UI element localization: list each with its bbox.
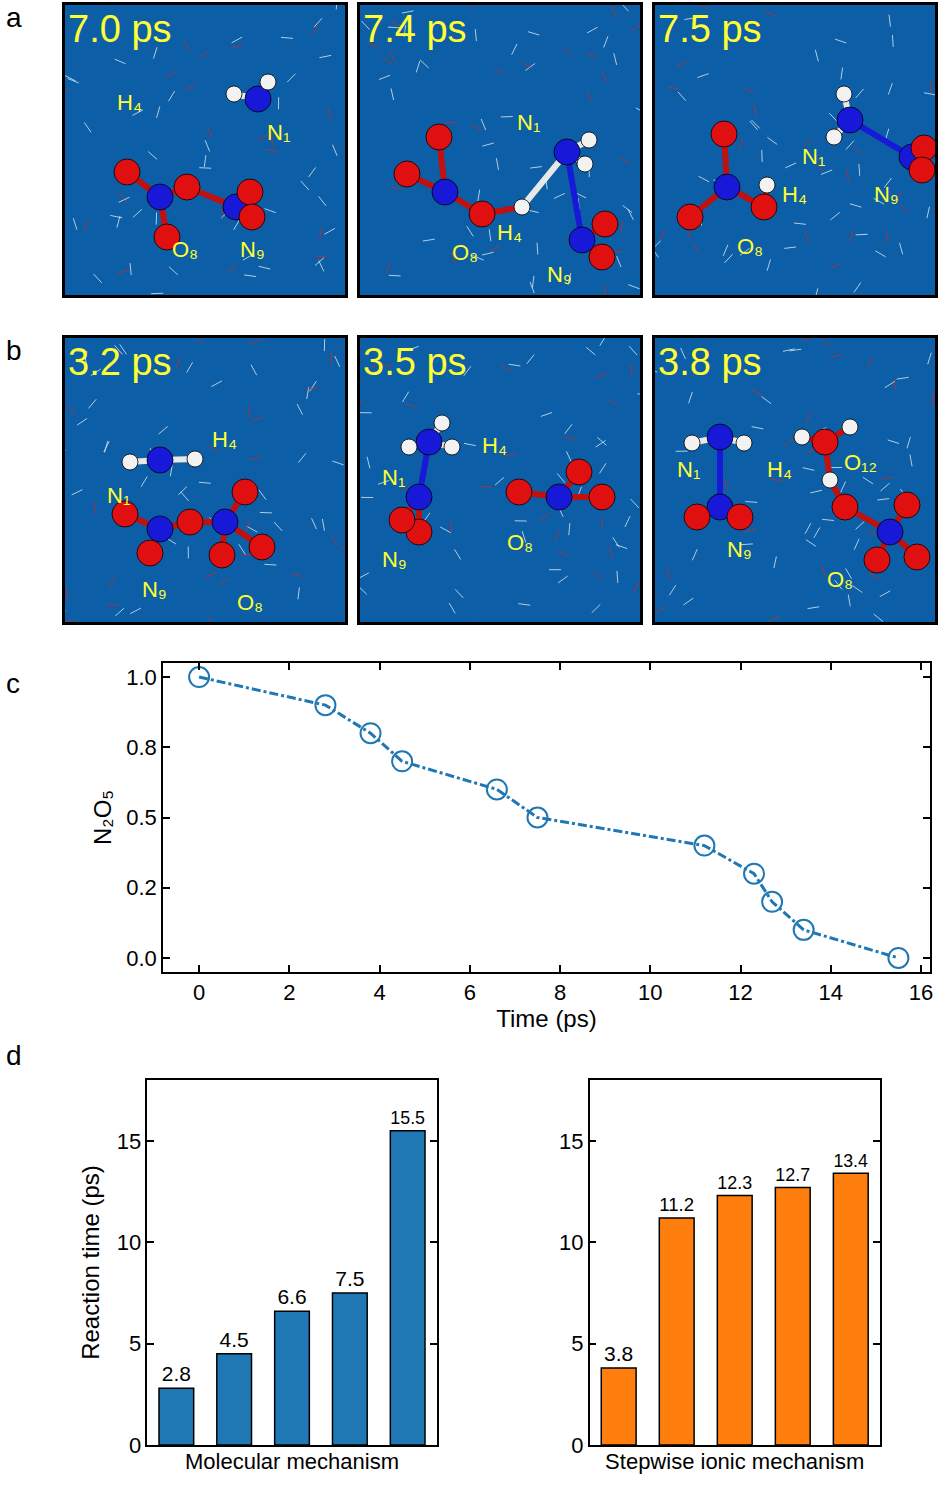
svg-text:8: 8 <box>554 980 566 1005</box>
svg-text:0: 0 <box>129 1433 141 1458</box>
svg-text:H₄: H₄ <box>497 220 522 245</box>
svg-text:N₁: N₁ <box>267 120 290 145</box>
svg-text:H₄: H₄ <box>212 427 237 452</box>
svg-text:N₉: N₉ <box>874 182 899 207</box>
svg-text:Time (ps): Time (ps) <box>496 1005 596 1032</box>
svg-text:3.8 ps: 3.8 ps <box>658 341 762 383</box>
svg-text:13.4: 13.4 <box>833 1151 868 1171</box>
svg-text:5: 5 <box>571 1331 583 1356</box>
svg-text:15.5: 15.5 <box>390 1108 425 1128</box>
svg-text:7.5 ps: 7.5 ps <box>658 8 762 50</box>
svg-text:O₈: O₈ <box>452 240 478 265</box>
svg-text:0: 0 <box>571 1433 583 1458</box>
svg-text:15: 15 <box>559 1129 583 1154</box>
svg-text:N₉: N₉ <box>547 262 572 287</box>
svg-text:0.0: 0.0 <box>126 946 157 971</box>
html-text:d: d <box>6 1040 22 1071</box>
svg-text:O₈: O₈ <box>737 234 763 259</box>
svg-text:H₄: H₄ <box>482 433 507 458</box>
svg-text:3.8: 3.8 <box>604 1342 633 1365</box>
html-text:a: a <box>6 2 22 33</box>
svg-text:10: 10 <box>559 1230 583 1255</box>
svg-text:7.5: 7.5 <box>335 1267 364 1290</box>
svg-text:3.2 ps: 3.2 ps <box>68 341 172 383</box>
svg-text:10: 10 <box>117 1230 141 1255</box>
svg-text:7.4 ps: 7.4 ps <box>363 8 467 50</box>
svg-text:3.5 ps: 3.5 ps <box>363 341 467 383</box>
svg-text:N₁: N₁ <box>517 110 540 135</box>
svg-text:4.5: 4.5 <box>220 1328 249 1351</box>
svg-text:Stepwise ionic mechanism: Stepwise ionic mechanism <box>605 1449 864 1474</box>
svg-text:0.8: 0.8 <box>126 735 157 760</box>
svg-text:12.3: 12.3 <box>717 1173 752 1193</box>
svg-text:4: 4 <box>373 980 385 1005</box>
svg-text:H₄: H₄ <box>782 182 807 207</box>
svg-text:15: 15 <box>117 1129 141 1154</box>
svg-text:14: 14 <box>818 980 842 1005</box>
svg-text:0.5: 0.5 <box>126 805 157 830</box>
svg-text:N₁: N₁ <box>382 465 405 490</box>
svg-text:10: 10 <box>638 980 662 1005</box>
html-text:c: c <box>6 668 20 699</box>
svg-text:O₈: O₈ <box>507 530 533 555</box>
svg-text:N₂O₅: N₂O₅ <box>89 790 116 845</box>
svg-text:6.6: 6.6 <box>277 1285 306 1308</box>
svg-text:N₉: N₉ <box>727 537 752 562</box>
svg-text:N₉: N₉ <box>382 547 407 572</box>
svg-text:O₈: O₈ <box>827 567 853 592</box>
svg-text:N₁: N₁ <box>802 144 825 169</box>
svg-text:6: 6 <box>464 980 476 1005</box>
svg-text:N₁: N₁ <box>677 457 700 482</box>
svg-text:N₉: N₉ <box>240 237 265 262</box>
svg-text:11.2: 11.2 <box>659 1194 694 1215</box>
svg-text:0: 0 <box>193 980 205 1005</box>
svg-text:2: 2 <box>283 980 295 1005</box>
svg-text:Molecular mechanism: Molecular mechanism <box>185 1449 399 1474</box>
svg-text:1.0: 1.0 <box>126 665 157 690</box>
svg-text:O₁₂: O₁₂ <box>844 450 877 475</box>
svg-text:12: 12 <box>728 980 752 1005</box>
svg-text:O₈: O₈ <box>172 237 198 262</box>
svg-text:0.2: 0.2 <box>126 875 157 900</box>
svg-text:N₉: N₉ <box>142 577 167 602</box>
html-text:b: b <box>6 335 22 366</box>
svg-text:16: 16 <box>909 980 933 1005</box>
svg-text:O₈: O₈ <box>237 590 263 615</box>
svg-text:H₄: H₄ <box>117 90 142 115</box>
svg-text:Reaction time (ps): Reaction time (ps) <box>77 1165 104 1360</box>
svg-text:H₄: H₄ <box>767 457 792 482</box>
svg-text:N₁: N₁ <box>107 483 130 508</box>
svg-text:7.0 ps: 7.0 ps <box>68 8 172 50</box>
svg-text:2.8: 2.8 <box>162 1362 191 1385</box>
svg-text:5: 5 <box>129 1331 141 1356</box>
svg-text:12.7: 12.7 <box>775 1165 810 1185</box>
